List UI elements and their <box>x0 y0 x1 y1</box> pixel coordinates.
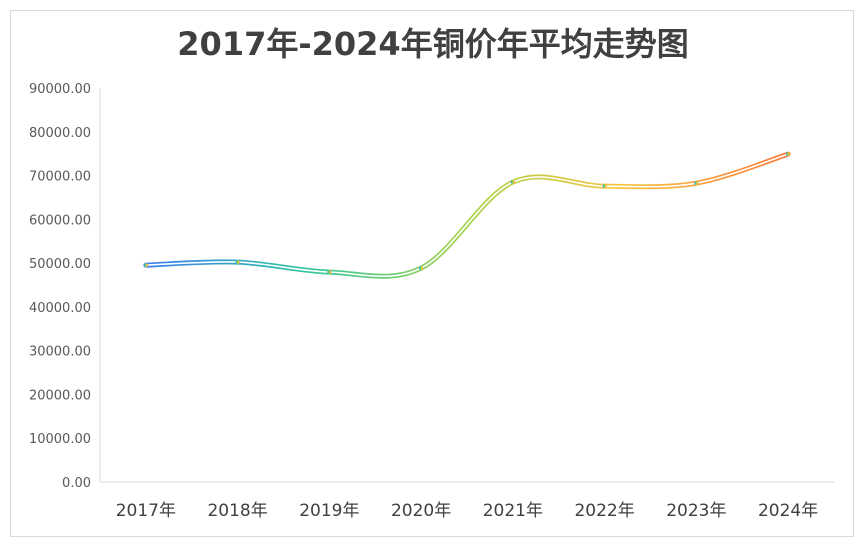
chart-title: 2017年-2024年铜价年平均走势图 <box>177 25 688 63</box>
series-line-inner <box>145 153 789 278</box>
x-tick-label: 2022年 <box>574 501 634 521</box>
y-tick-label: 30000.00 <box>29 345 91 360</box>
x-tick-label: 2017年 <box>116 501 176 521</box>
y-tick-label: 70000.00 <box>29 170 91 185</box>
x-tick-label: 2019年 <box>299 501 359 521</box>
y-tick-label: 10000.00 <box>29 432 91 447</box>
data-point <box>786 152 791 157</box>
y-tick-label: 50000.00 <box>29 257 91 272</box>
chart-frame <box>10 10 854 537</box>
x-tick-label: 2024年 <box>758 501 818 521</box>
data-point <box>510 180 515 185</box>
data-point <box>419 266 424 271</box>
y-tick-label: 0.00 <box>62 476 91 491</box>
x-tick-label: 2018年 <box>207 501 267 521</box>
x-tick-label: 2020年 <box>391 501 451 521</box>
y-tick-label: 60000.00 <box>29 213 91 228</box>
x-tick-label: 2023年 <box>666 501 726 521</box>
y-tick-label: 90000.00 <box>29 82 91 97</box>
y-tick-label: 80000.00 <box>29 126 91 141</box>
series-line <box>143 151 791 279</box>
data-point <box>602 184 607 189</box>
data-point <box>235 260 240 265</box>
x-tick-label: 2021年 <box>483 501 543 521</box>
data-point <box>143 263 148 268</box>
data-point <box>694 181 699 186</box>
data-point <box>327 270 332 275</box>
y-tick-label: 40000.00 <box>29 301 91 316</box>
y-tick-label: 20000.00 <box>29 388 91 403</box>
